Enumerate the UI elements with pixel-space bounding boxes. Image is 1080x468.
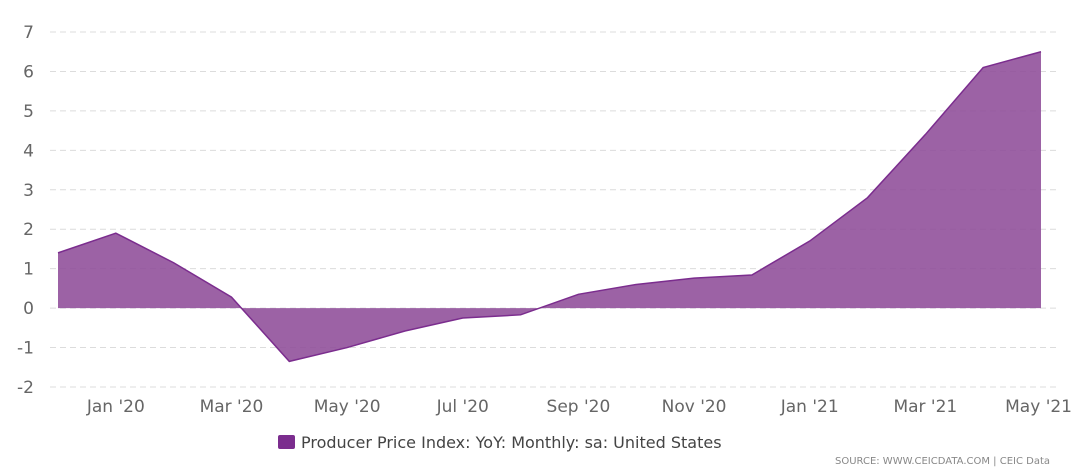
x-tick-label: Mar '20 (200, 397, 264, 417)
y-tick-label: 3 (23, 181, 34, 201)
y-tick-label: 6 (23, 62, 34, 82)
x-tick-label: Nov '20 (662, 397, 727, 417)
x-tick-label: Mar '21 (893, 397, 957, 417)
y-axis-ticks: 7 6 5 4 3 2 1 0 -1 -2 (17, 23, 34, 398)
data-point[interactable] (460, 315, 466, 321)
data-point[interactable] (691, 275, 697, 281)
data-point[interactable] (1038, 49, 1044, 55)
data-point[interactable] (633, 281, 639, 287)
data-point[interactable] (171, 260, 177, 266)
x-tick-label: Sep '20 (547, 397, 611, 417)
data-point[interactable] (518, 312, 524, 318)
y-tick-label: 1 (23, 260, 34, 280)
x-axis-ticks: Jan '20 Mar '20 May '20 Jul '20 Sep '20 Nov '… (86, 397, 1072, 417)
x-tick-label: Jan '20 (86, 397, 145, 417)
data-point[interactable] (402, 328, 408, 334)
data-point[interactable] (980, 65, 986, 71)
data-point[interactable] (286, 358, 292, 364)
x-tick-label: May '21 (1005, 397, 1072, 417)
y-tick-label: 2 (23, 220, 34, 240)
data-point[interactable] (865, 195, 871, 201)
y-tick-label: 4 (23, 141, 34, 161)
x-tick-label: Jul '20 (436, 397, 489, 417)
plot-area (55, 49, 1044, 364)
y-tick-label: -1 (17, 339, 34, 359)
legend-label: Producer Price Index: YoY: Monthly: sa: … (301, 433, 722, 452)
x-tick-label: May '20 (314, 397, 381, 417)
y-tick-label: -2 (17, 378, 34, 398)
x-tick-label: Jan '21 (780, 397, 839, 417)
data-point[interactable] (113, 230, 119, 236)
data-point[interactable] (55, 250, 61, 256)
y-tick-label: 7 (23, 23, 34, 43)
series-area (58, 51, 1041, 362)
y-tick-label: 5 (23, 102, 34, 122)
data-point[interactable] (922, 132, 928, 138)
data-point[interactable] (228, 294, 234, 300)
data-point[interactable] (344, 345, 350, 351)
source-note: SOURCE: WWW.CEICDATA.COM | CEIC Data (835, 456, 1050, 467)
y-tick-label: 0 (23, 299, 34, 319)
data-point[interactable] (575, 291, 581, 297)
legend-swatch (278, 435, 295, 449)
data-point[interactable] (807, 238, 813, 244)
series-line (57, 50, 1042, 363)
data-point[interactable] (749, 272, 755, 278)
legend[interactable]: Producer Price Index: YoY: Monthly: sa: … (278, 433, 722, 452)
